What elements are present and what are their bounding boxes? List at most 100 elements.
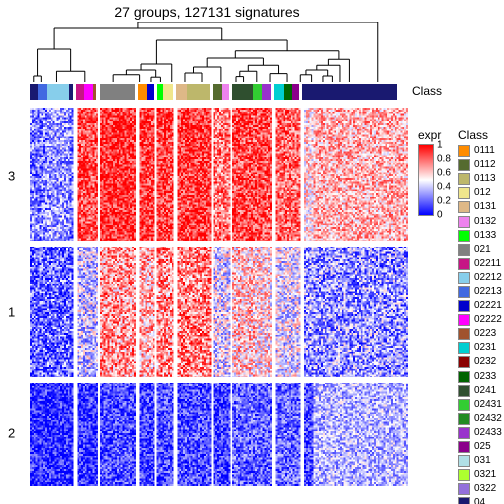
expr-tick: 0.4 [437, 182, 451, 193]
legend-swatch [458, 427, 470, 439]
class-bar-segment [284, 84, 292, 100]
legend-label: 02211 [474, 259, 501, 269]
class-legend-item: 02212 [458, 271, 502, 285]
legend-swatch [458, 272, 470, 284]
legend-label: 02212 [474, 273, 502, 283]
class-legend-item: 021 [458, 243, 502, 257]
legend-label: 0233 [474, 372, 496, 382]
legend-label: 02431 [474, 400, 502, 410]
legend-swatch [458, 399, 470, 411]
expr-tick: 0 [437, 210, 443, 221]
class-legend-item: 0232 [458, 355, 502, 369]
legend-swatch [458, 385, 470, 397]
row-separator [30, 241, 408, 247]
class-bar-label: Class [412, 84, 442, 98]
expr-colorbar: 10.80.60.40.20 [418, 144, 434, 216]
legend-swatch [458, 216, 470, 228]
class-bar-segment [100, 84, 136, 100]
legend-label: 0241 [474, 386, 496, 396]
legend-swatch [458, 300, 470, 312]
class-legend-item: 02211 [458, 257, 502, 271]
class-color-bar [30, 84, 408, 100]
legend-label: 0232 [474, 357, 496, 367]
legend-swatch [458, 469, 470, 481]
legend-label: 02213 [474, 287, 502, 297]
legend-label: 0111 [474, 146, 495, 156]
row-separator [30, 377, 408, 383]
class-bar-segment [84, 84, 92, 100]
legend-label: 012 [474, 188, 491, 198]
class-legend-item: 012 [458, 186, 502, 200]
class-legend-item: 02213 [458, 285, 502, 299]
legend-swatch [458, 497, 470, 504]
class-bar-segment [157, 84, 164, 100]
legend-swatch [458, 328, 470, 340]
legend-swatch [458, 413, 470, 425]
heatmap [30, 108, 408, 486]
row-cluster-label: 3 [8, 169, 15, 184]
class-legend-item: 0132 [458, 214, 502, 228]
legend-label: 02221 [474, 301, 502, 311]
expr-tick: 1 [437, 140, 443, 151]
class-bar-segment [213, 84, 222, 100]
class-bar-segment [38, 84, 46, 100]
legend-label: 031 [474, 456, 491, 466]
legend-swatch [458, 286, 470, 298]
row-cluster-label: 1 [8, 305, 15, 320]
figure: { "title":{"text":"27 groups, 127131 sig… [0, 0, 504, 504]
legend-label: 025 [474, 442, 491, 452]
legend-label: 0321 [474, 470, 496, 480]
class-bar-segment [262, 84, 270, 100]
legend-swatch [458, 159, 470, 171]
class-legend-item: 02222 [458, 313, 502, 327]
row-cluster-label: 2 [8, 426, 15, 441]
class-bar-segment [147, 84, 154, 100]
legend-label: 04 [474, 498, 485, 504]
legend-swatch [458, 314, 470, 326]
legend-label: 02222 [474, 315, 502, 325]
class-legend-item: 0111 [458, 144, 502, 158]
expr-tick: 0.6 [437, 168, 451, 179]
class-bar-segment [232, 84, 253, 100]
class-legend-item: 025 [458, 440, 502, 454]
legend-swatch [458, 230, 470, 242]
class-legend-item: 02432 [458, 412, 502, 426]
legend-swatch [458, 441, 470, 453]
class-bar-segment [47, 84, 69, 100]
legend-label: 0231 [474, 343, 496, 353]
class-legend-item: 0233 [458, 370, 502, 384]
class-bar-segment [302, 84, 397, 100]
class-legend-item: 0223 [458, 327, 502, 341]
class-legend-item: 0113 [458, 172, 502, 186]
legend-swatch [458, 187, 470, 199]
legend-swatch [458, 173, 470, 185]
legend-label: 0322 [474, 484, 496, 494]
class-legend-item: 0231 [458, 341, 502, 355]
legend-swatch [458, 342, 470, 354]
expr-legend: expr 10.80.60.40.20 [418, 128, 441, 216]
class-legend-item: 0131 [458, 200, 502, 214]
legend-label: 0131 [474, 202, 496, 212]
class-legend-item: 0322 [458, 482, 502, 496]
class-bar-segment [292, 84, 299, 100]
class-legend-item: 031 [458, 454, 502, 468]
class-bar-segment [274, 84, 285, 100]
class-bar-segment [163, 84, 172, 100]
class-legend-item: 02431 [458, 398, 502, 412]
legend-swatch [458, 244, 470, 256]
legend-swatch [458, 371, 470, 383]
class-legend-item: 0241 [458, 384, 502, 398]
legend-swatch [458, 455, 470, 467]
chart-title: 27 groups, 127131 signatures [0, 4, 414, 20]
class-legend-item: 0321 [458, 468, 502, 482]
class-bar-segment [222, 84, 229, 100]
legend-label: 0112 [474, 160, 496, 170]
class-legend-title: Class [458, 128, 502, 142]
class-legend-item: 0133 [458, 229, 502, 243]
class-bar-segment [30, 84, 38, 100]
column-dendrogram [30, 22, 408, 82]
legend-swatch [458, 483, 470, 495]
legend-swatch [458, 356, 470, 368]
class-bar-segment [253, 84, 262, 100]
class-legend-item: 0112 [458, 158, 502, 172]
